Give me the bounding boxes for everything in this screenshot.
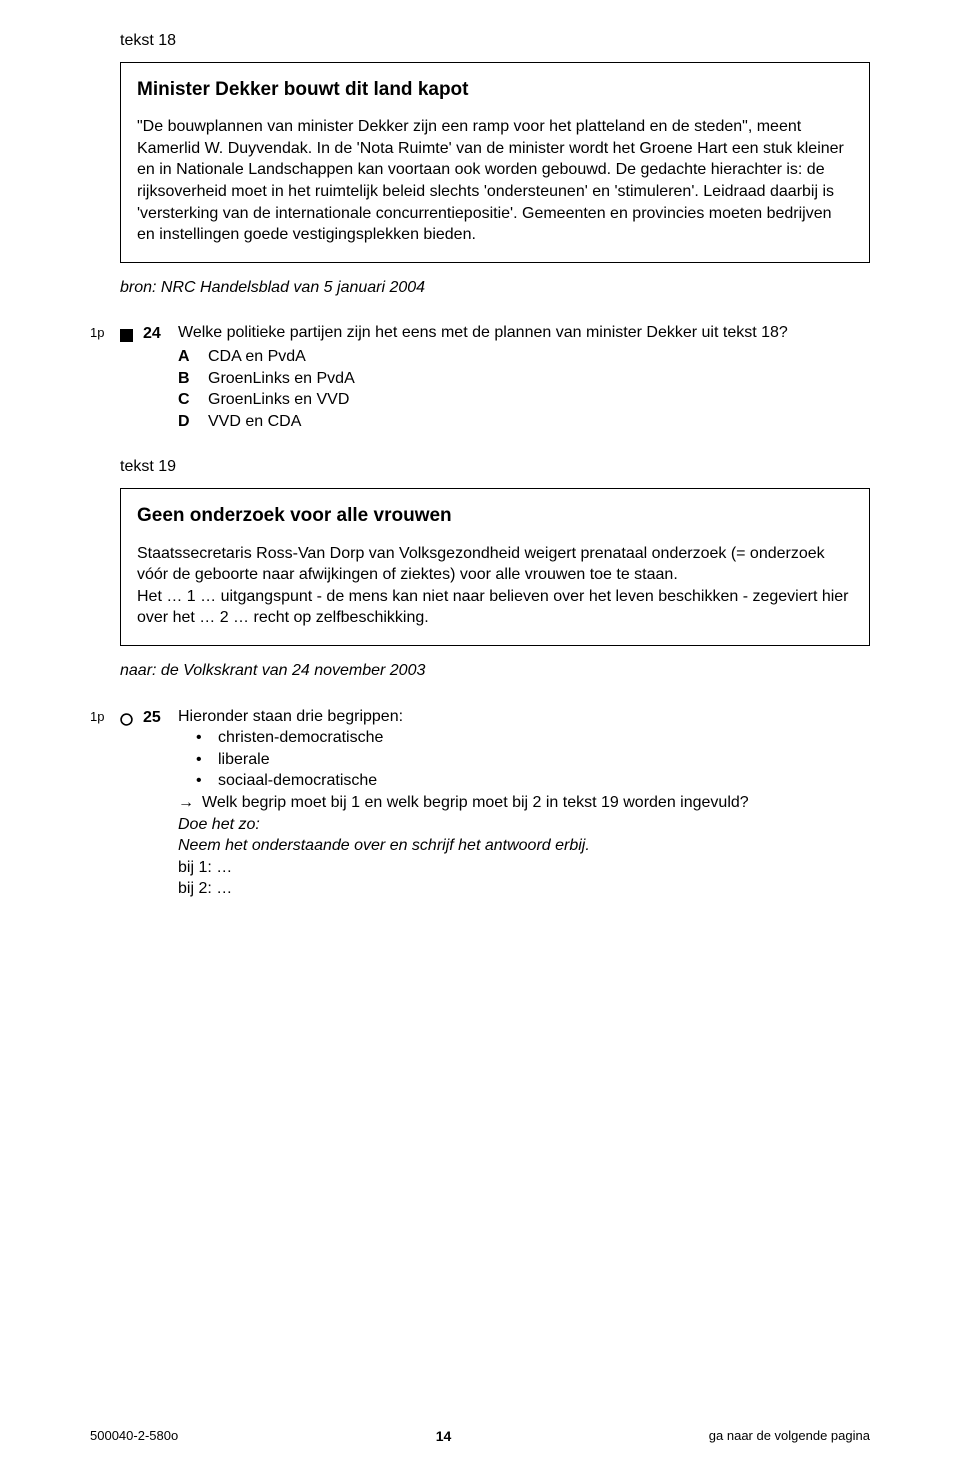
footer-left: 500040-2-580o: [90, 1427, 178, 1446]
tekst19-body: Staatssecretaris Ross-Van Dorp van Volks…: [137, 543, 853, 629]
question-25: 1p 25 Hieronder staan drie begrippen: •c…: [90, 706, 870, 900]
q25-instr: Neem het onderstaande over en schrijf he…: [178, 835, 870, 857]
q24-number: 24: [143, 323, 161, 345]
tekst19-box: Geen onderzoek voor alle vrouwen Staatss…: [120, 488, 870, 646]
tekst18-box: Minister Dekker bouwt dit land kapot "De…: [120, 62, 870, 263]
q25-marker: 25: [120, 706, 178, 729]
q25-number: 25: [143, 707, 161, 729]
tekst18-label: tekst 18: [120, 30, 870, 52]
q25-item-a: •christen-democratische: [196, 727, 870, 749]
footer-page-number: 14: [436, 1427, 452, 1446]
q24-points: 1p: [90, 322, 120, 342]
q25-intro: Hieronder staan drie begrippen:: [178, 706, 870, 728]
q24-choice-a: A CDA en PvdA: [178, 346, 870, 368]
open-circle-icon: [120, 711, 133, 724]
tekst19-label: tekst 19: [120, 456, 870, 478]
q24-stem: Welke politieke partijen zijn het eens m…: [178, 322, 870, 344]
tekst19-source: naar: de Volkskrant van 24 november 2003: [120, 660, 870, 682]
footer-right: ga naar de volgende pagina: [709, 1427, 870, 1446]
q25-points: 1p: [90, 706, 120, 726]
question-24: 1p 24 Welke politieke partijen zijn het …: [90, 322, 870, 432]
q24-choice-b: B GroenLinks en PvdA: [178, 368, 870, 390]
q25-doehetzo: Doe het zo:: [178, 814, 870, 836]
q24-choice-c: C GroenLinks en VVD: [178, 389, 870, 411]
q25-bij2: bij 2: …: [178, 878, 870, 900]
q25-item-c: •sociaal-democratische: [196, 770, 870, 792]
exam-page: tekst 18 Minister Dekker bouwt dit land …: [0, 0, 960, 1476]
q25-arrow-line: →Welk begrip moet bij 1 en welk begrip m…: [178, 792, 870, 814]
tekst19-title: Geen onderzoek voor alle vrouwen: [137, 503, 853, 529]
q25-body: Hieronder staan drie begrippen: •christe…: [178, 706, 870, 900]
tekst19-body2: Het … 1 … uitgangspunt - de mens kan nie…: [137, 586, 853, 629]
q24-marker: 24: [120, 322, 178, 345]
q24-choice-d: D VVD en CDA: [178, 411, 870, 433]
q24-body: Welke politieke partijen zijn het eens m…: [178, 322, 870, 432]
q25-list: •christen-democratische •liberale •socia…: [196, 727, 870, 792]
tekst19-body1: Staatssecretaris Ross-Van Dorp van Volks…: [137, 543, 853, 586]
tekst18-source: bron: NRC Handelsblad van 5 januari 2004: [120, 277, 870, 299]
q25-item-b: •liberale: [196, 749, 870, 771]
tekst18-body: "De bouwplannen van minister Dekker zijn…: [137, 116, 853, 246]
filled-square-icon: [120, 327, 133, 340]
page-footer: 500040-2-580o 14 ga naar de volgende pag…: [90, 1427, 870, 1446]
arrow-right-icon: →: [178, 794, 194, 811]
q25-bij1: bij 1: …: [178, 857, 870, 879]
tekst18-title: Minister Dekker bouwt dit land kapot: [137, 77, 853, 103]
q24-choices: A CDA en PvdA B GroenLinks en PvdA C Gro…: [178, 346, 870, 432]
